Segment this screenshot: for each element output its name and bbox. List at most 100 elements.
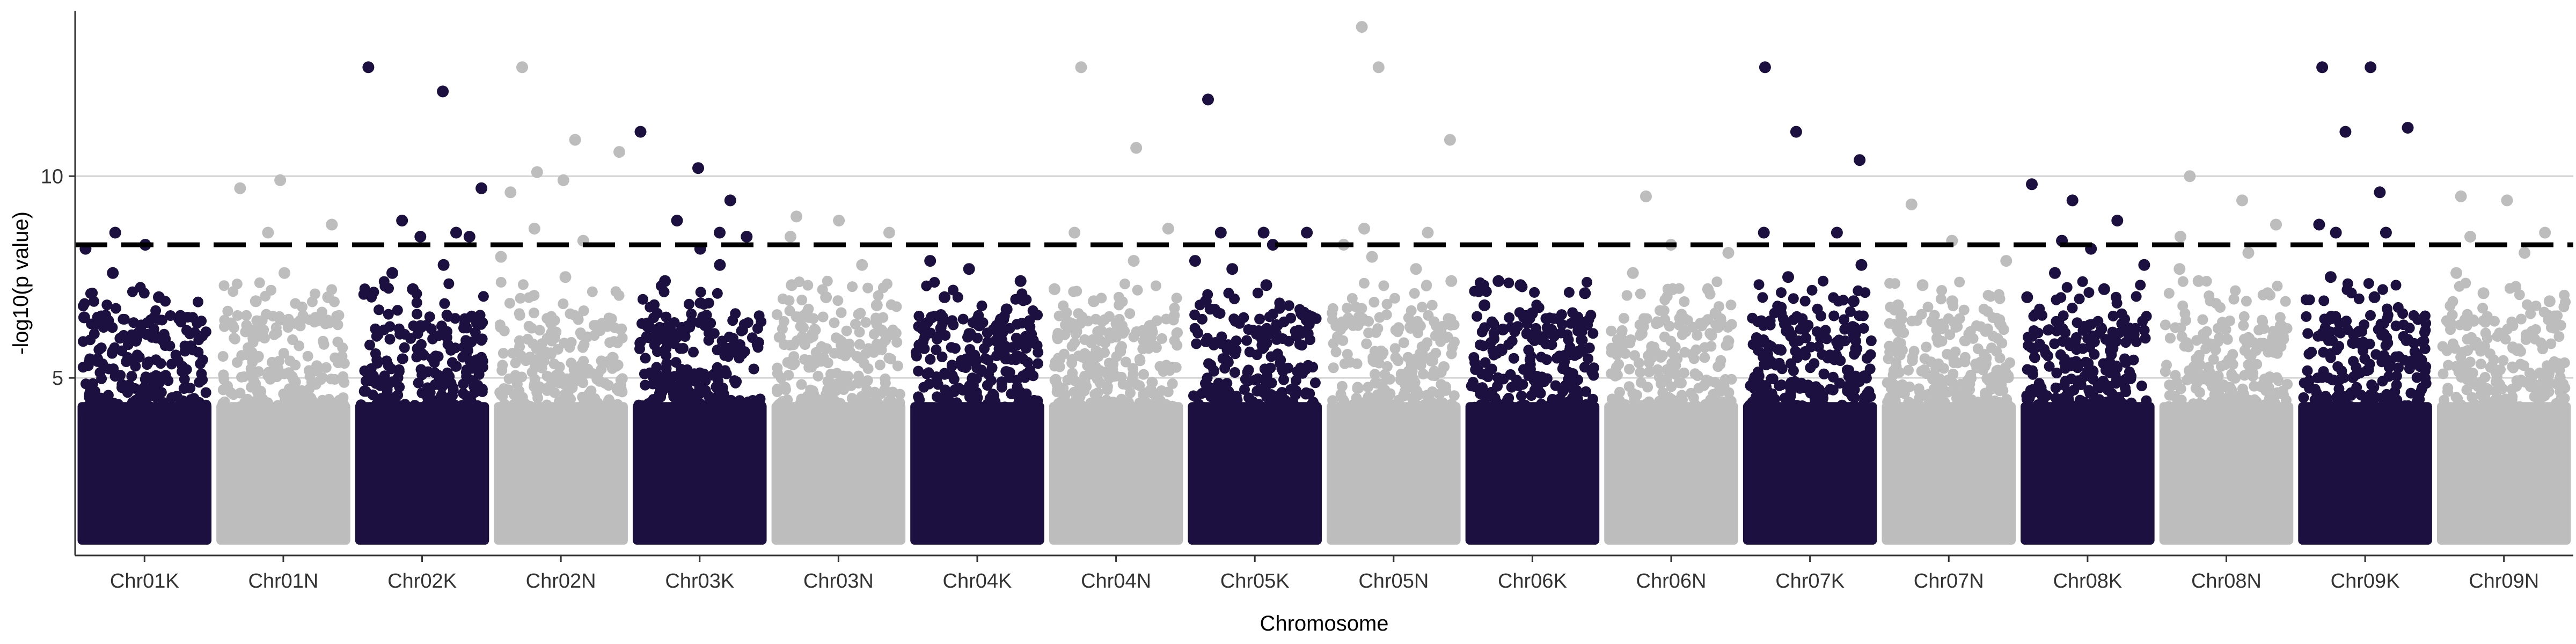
point [2049, 338, 2060, 349]
point [302, 350, 313, 362]
data-points [77, 21, 2571, 545]
peak-point [107, 267, 119, 279]
point [247, 412, 258, 423]
point [1381, 298, 1393, 310]
point [1229, 367, 1240, 378]
point [1302, 328, 1314, 339]
point [2118, 402, 2129, 414]
point [217, 351, 229, 362]
point [1888, 380, 1899, 392]
peak-point [1640, 190, 1652, 202]
point [1542, 328, 1554, 339]
point [181, 325, 192, 336]
point [1271, 390, 1283, 401]
point [1884, 318, 1895, 329]
point [273, 413, 284, 423]
point [443, 278, 455, 289]
point [101, 299, 113, 311]
peak-point [2262, 287, 2274, 299]
point [2183, 341, 2194, 353]
point [793, 412, 804, 423]
point [924, 378, 935, 390]
point [883, 353, 895, 364]
point [1509, 410, 1520, 421]
point [1150, 280, 1161, 291]
point [1584, 404, 1596, 415]
point [996, 382, 1007, 393]
point [932, 379, 943, 390]
point [2025, 405, 2036, 416]
peak-point [1855, 259, 1868, 271]
point [436, 381, 448, 392]
point [1995, 319, 2007, 331]
point [1526, 390, 1537, 401]
point [96, 373, 107, 384]
peak-point [613, 146, 625, 158]
point [1105, 405, 1116, 416]
point [472, 413, 484, 424]
point [1166, 412, 1177, 423]
point [935, 309, 947, 320]
point [885, 299, 897, 310]
point [1674, 313, 1685, 324]
point [1429, 365, 1440, 377]
point [1839, 335, 1850, 346]
point [2081, 322, 2092, 333]
point [957, 313, 969, 325]
point [799, 354, 810, 365]
point [534, 325, 545, 336]
point [1492, 372, 1504, 383]
point [1713, 401, 1724, 412]
point [1664, 320, 1675, 332]
point-mass [1743, 402, 1877, 545]
point [1120, 356, 1131, 368]
point [2226, 371, 2237, 382]
point [1119, 279, 1130, 289]
point [1006, 354, 1017, 365]
point [1265, 351, 1277, 362]
chromosome-points-Chr05K [1188, 93, 1322, 545]
point [932, 333, 943, 345]
point [284, 383, 295, 394]
point [310, 379, 321, 390]
point [1622, 401, 1634, 412]
point [1335, 389, 1346, 400]
point [422, 366, 434, 377]
point [839, 350, 851, 362]
point [892, 360, 903, 371]
point [400, 402, 412, 413]
point [1524, 406, 1535, 417]
peak-point [557, 174, 569, 186]
point [1838, 409, 1849, 420]
peak-point [2270, 218, 2282, 231]
point [1530, 323, 1541, 334]
point [1000, 405, 1011, 416]
point [1790, 404, 1801, 415]
point [1006, 388, 1017, 399]
chromosome-points-Chr05N [1327, 21, 1461, 545]
point [784, 401, 795, 412]
peak-point [1709, 307, 1722, 319]
point [464, 355, 475, 366]
point [854, 413, 866, 424]
peak-point [1088, 295, 1100, 308]
point [1141, 397, 1152, 408]
point [1912, 315, 1923, 326]
point [1521, 328, 1532, 340]
point [1066, 341, 1078, 352]
point [1569, 385, 1580, 397]
point [731, 376, 742, 387]
point [1169, 335, 1180, 346]
point [836, 339, 847, 350]
point [317, 372, 328, 383]
point [1338, 320, 1349, 332]
point [1673, 377, 1685, 389]
point [1765, 358, 1776, 369]
point [2299, 377, 2310, 389]
point [1564, 344, 1575, 355]
point [245, 363, 257, 374]
point [847, 281, 858, 292]
point [566, 336, 577, 348]
point [1818, 275, 1829, 287]
point [78, 301, 89, 312]
